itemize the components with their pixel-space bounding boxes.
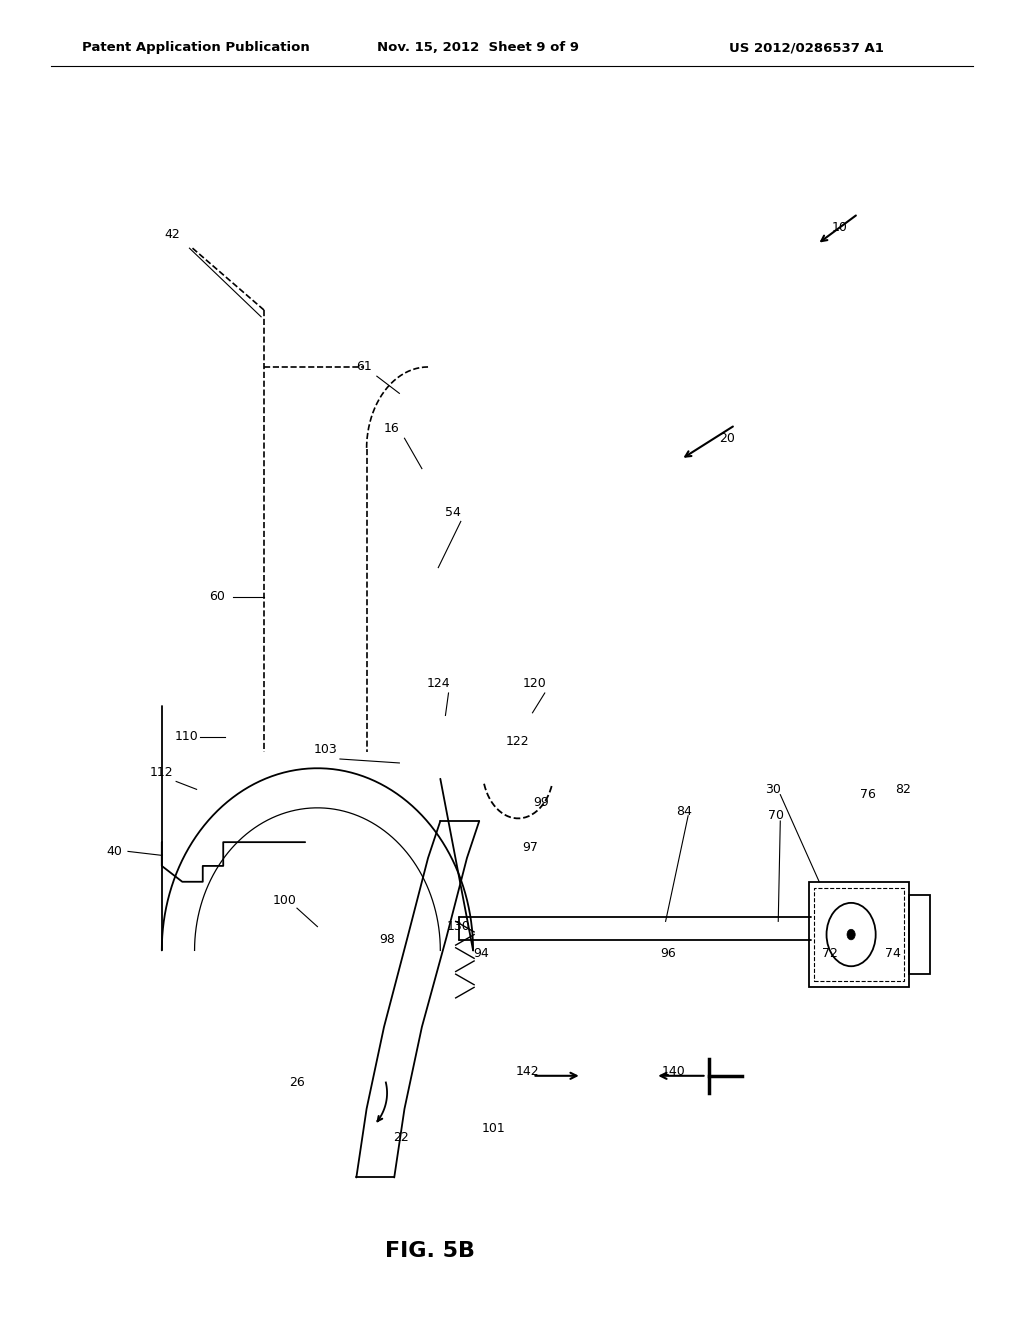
Text: 130: 130	[446, 920, 471, 933]
Text: 54: 54	[444, 506, 461, 519]
Bar	[809, 882, 909, 987]
Text: US 2012/0286537 A1: US 2012/0286537 A1	[729, 41, 884, 54]
Text: 99: 99	[532, 796, 549, 809]
Text: 40: 40	[106, 845, 123, 858]
Text: 124: 124	[426, 677, 451, 690]
Bar	[814, 888, 904, 981]
Text: 140: 140	[662, 1065, 686, 1078]
Bar	[909, 895, 930, 974]
Text: 112: 112	[150, 766, 174, 779]
Text: 70: 70	[768, 809, 784, 822]
Text: 61: 61	[355, 360, 372, 374]
Bar	[428, 700, 551, 821]
Text: 97: 97	[522, 841, 539, 854]
Text: 110: 110	[174, 730, 199, 743]
Circle shape	[847, 929, 855, 940]
Text: 60: 60	[209, 590, 225, 603]
Text: 94: 94	[473, 946, 489, 960]
Text: 42: 42	[164, 228, 180, 242]
Text: 100: 100	[272, 894, 297, 907]
Text: 16: 16	[383, 422, 399, 436]
Text: 101: 101	[481, 1122, 506, 1135]
Ellipse shape	[826, 903, 876, 966]
Text: 96: 96	[659, 946, 676, 960]
Text: 76: 76	[860, 788, 877, 801]
Bar	[162, 706, 305, 842]
Text: Patent Application Publication: Patent Application Publication	[82, 41, 309, 54]
Text: 30: 30	[765, 783, 781, 796]
Text: 72: 72	[821, 946, 838, 960]
Bar	[170, 717, 297, 832]
Text: 122: 122	[505, 735, 529, 748]
Text: 142: 142	[515, 1065, 540, 1078]
Text: 74: 74	[885, 946, 901, 960]
Text: 98: 98	[379, 933, 395, 946]
Text: 120: 120	[522, 677, 547, 690]
Text: 84: 84	[676, 805, 692, 818]
Text: 10: 10	[831, 220, 848, 234]
Text: 22: 22	[393, 1131, 410, 1144]
Text: 26: 26	[289, 1076, 305, 1089]
Text: FIG. 5B: FIG. 5B	[385, 1241, 475, 1262]
Text: 20: 20	[719, 432, 735, 445]
Text: 82: 82	[895, 783, 911, 796]
Text: Nov. 15, 2012  Sheet 9 of 9: Nov. 15, 2012 Sheet 9 of 9	[377, 41, 579, 54]
Text: 103: 103	[313, 743, 338, 756]
